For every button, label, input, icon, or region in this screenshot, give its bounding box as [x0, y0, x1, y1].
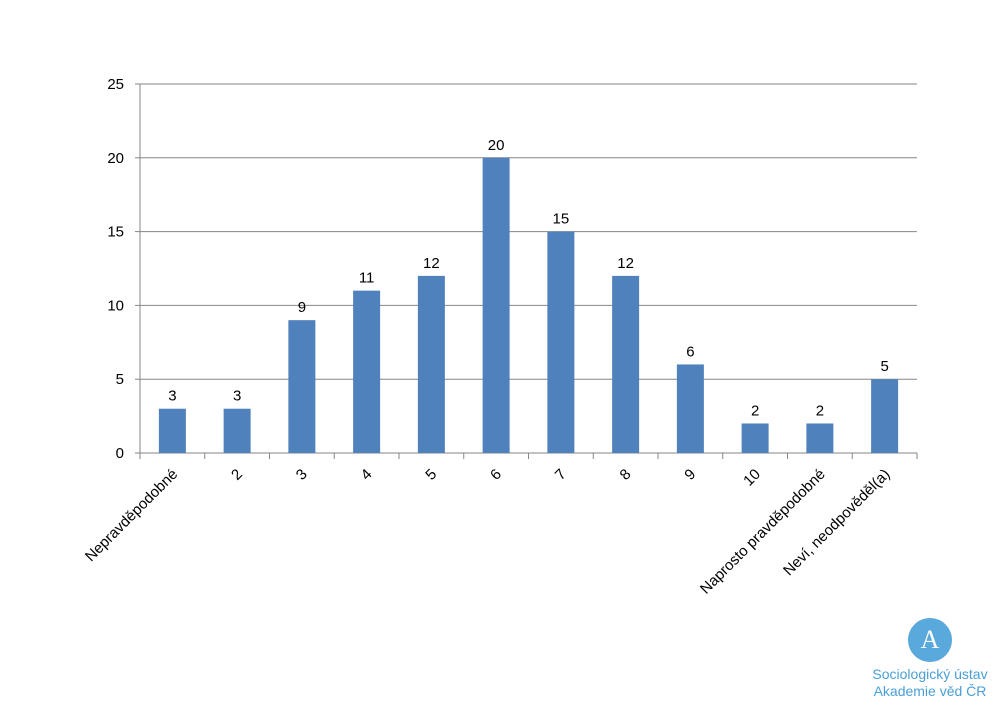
- x-tick-label: 3: [293, 466, 311, 484]
- bar: [547, 231, 575, 453]
- value-label: 5: [880, 358, 888, 375]
- x-tick-label: 2: [228, 466, 246, 484]
- value-label: 12: [423, 255, 440, 272]
- x-tick-label: 10: [740, 466, 764, 490]
- value-label: 6: [686, 343, 694, 360]
- bar: [741, 423, 769, 453]
- bar: [158, 408, 186, 453]
- bar: [223, 408, 251, 453]
- value-label: 9: [298, 299, 306, 316]
- x-tick-label: Naprosto pravděpodobné: [697, 466, 829, 598]
- bar: [417, 275, 445, 453]
- x-tick-label: 5: [422, 466, 440, 484]
- bar: [806, 423, 834, 453]
- x-tick-label: 6: [487, 466, 505, 484]
- value-label: 20: [488, 137, 505, 154]
- y-tick-label: 0: [116, 445, 124, 462]
- bar: [871, 379, 899, 453]
- bar: [482, 157, 510, 454]
- value-label: 3: [168, 388, 176, 405]
- logo-name: Sociologický ústav: [872, 666, 987, 682]
- y-tick-label: 25: [107, 76, 124, 93]
- bar: [612, 275, 640, 453]
- x-tick-label: 4: [358, 466, 376, 484]
- bar: [676, 364, 704, 453]
- x-tick-label: 9: [681, 466, 699, 484]
- logo-glyph: A: [921, 625, 940, 654]
- bar: [288, 320, 316, 453]
- y-tick-label: 10: [107, 297, 124, 314]
- y-tick-label: 15: [107, 224, 124, 241]
- logo-subtitle: Akademie věd ČR: [874, 683, 987, 699]
- x-tick-label: 7: [552, 466, 570, 484]
- y-tick-label: 20: [107, 150, 124, 167]
- value-label: 11: [359, 270, 375, 287]
- value-label: 2: [816, 402, 824, 419]
- bar: [353, 290, 381, 453]
- value-label: 12: [617, 255, 634, 272]
- logo-mark: [908, 618, 952, 662]
- y-tick-label: 5: [116, 371, 124, 388]
- value-label: 3: [233, 388, 241, 405]
- x-tick-label: Nepravděpodobné: [82, 466, 181, 565]
- x-tick-label: 8: [617, 466, 635, 484]
- x-tick-label: Neví, neodpověděl(a): [780, 466, 893, 579]
- value-label: 2: [751, 402, 759, 419]
- value-label: 15: [553, 211, 570, 228]
